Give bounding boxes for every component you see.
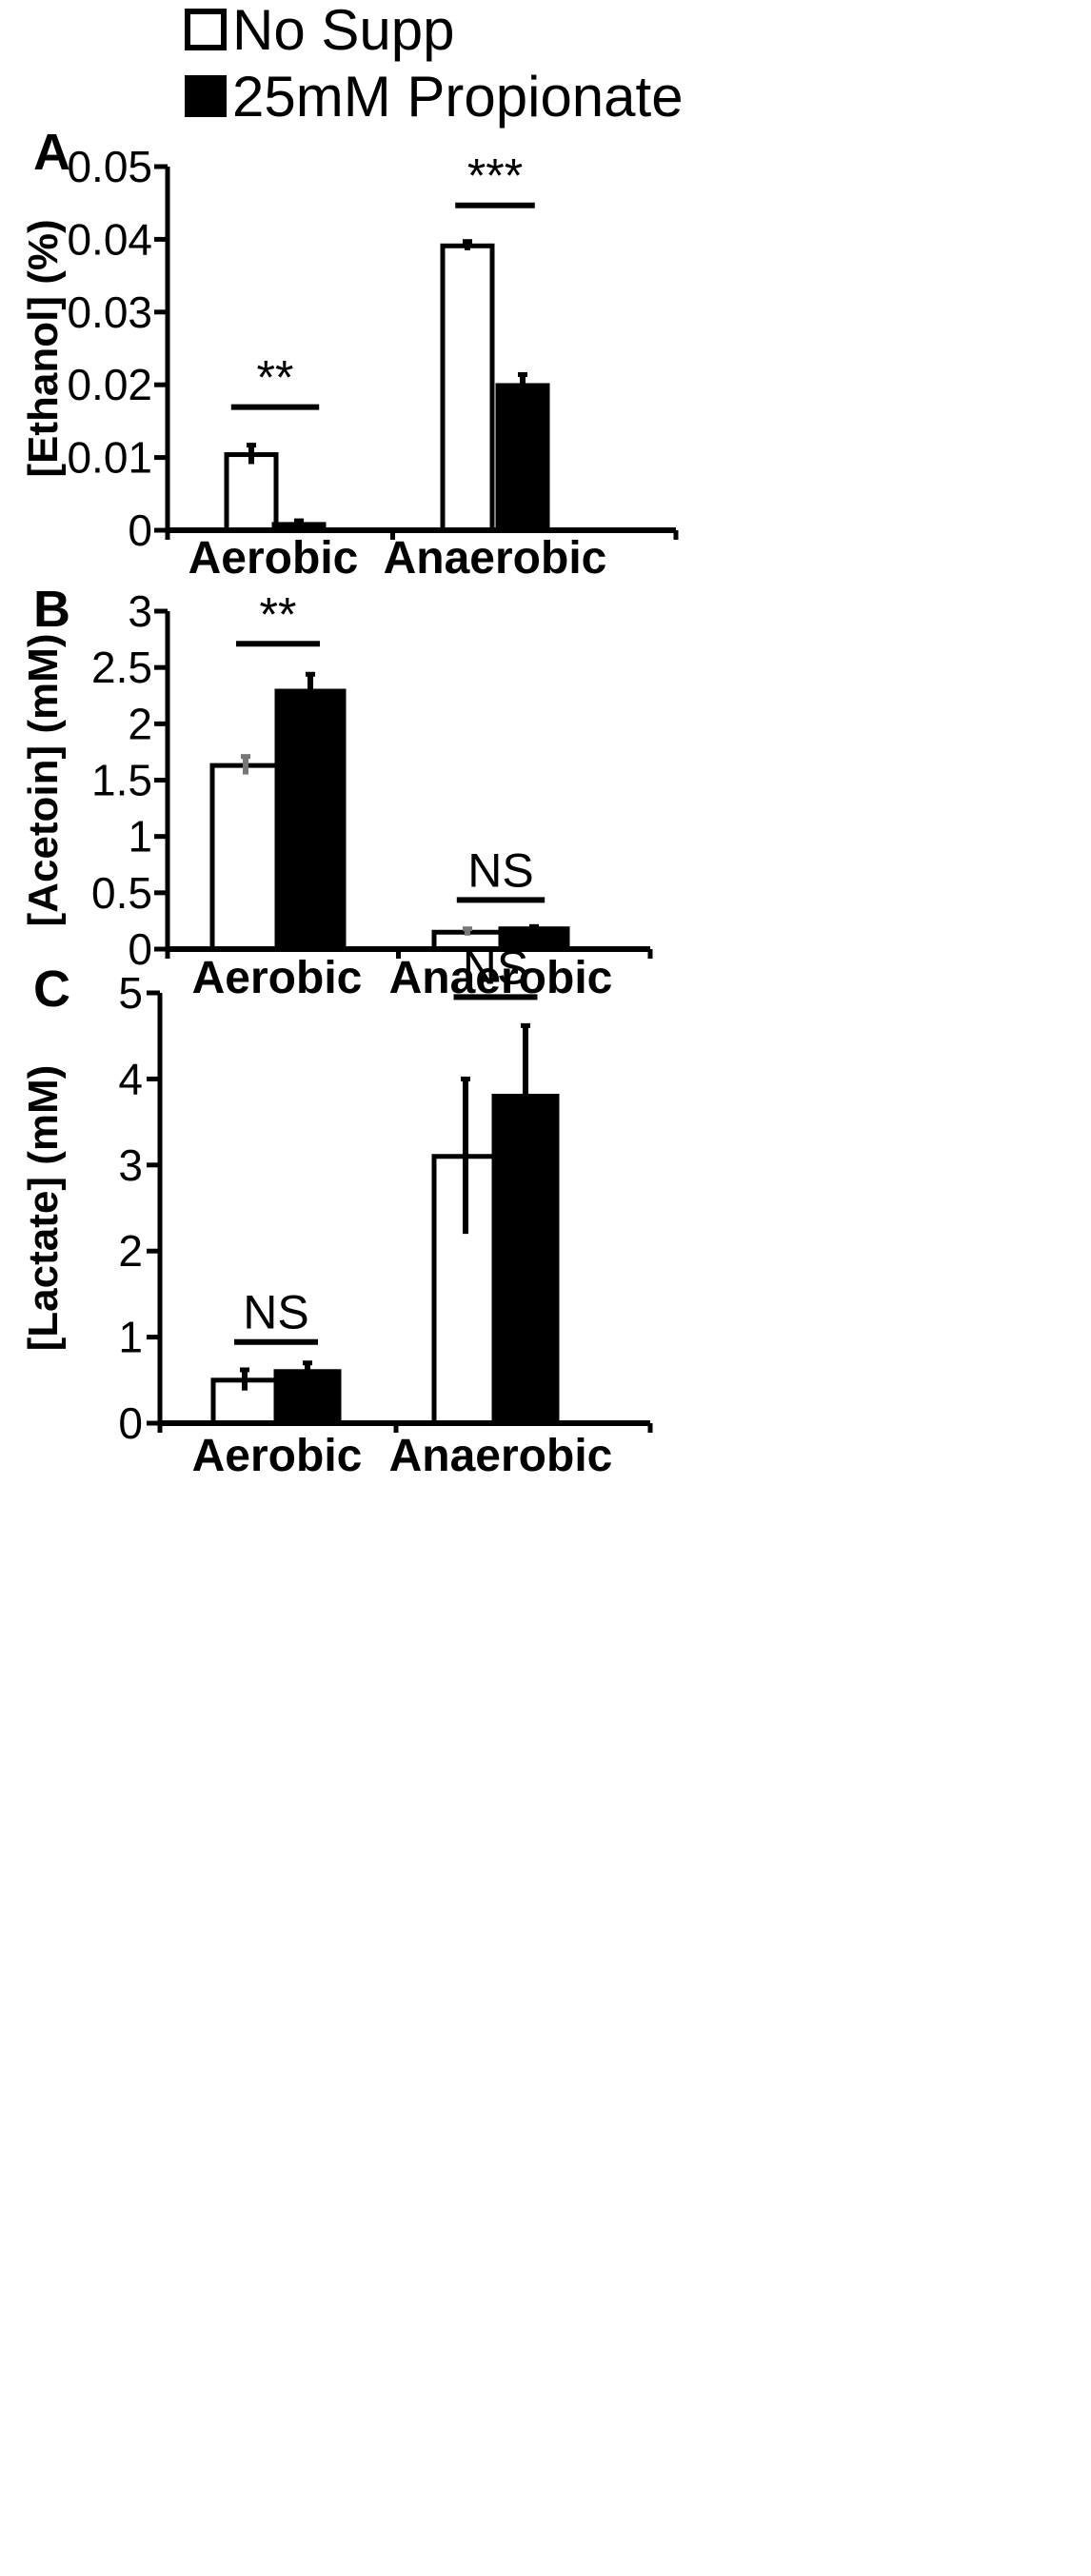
y-tick-label: 2.5 xyxy=(91,643,152,692)
panel-letter: B xyxy=(33,581,70,638)
y-tick-label: 0.04 xyxy=(67,214,152,264)
panel-letter: C xyxy=(33,961,70,1018)
y-tick-label: 0.05 xyxy=(67,142,152,191)
significance-label: ** xyxy=(257,351,294,405)
y-tick-label: 1 xyxy=(118,1313,143,1362)
legend-swatch-propionate xyxy=(185,75,227,117)
y-tick-label: 0.5 xyxy=(91,868,152,918)
y-tick-label: 0.01 xyxy=(67,433,152,483)
panel-b: B[Acetoin] (mM)00.511.522.53Aerobic**Ana… xyxy=(20,581,653,1003)
bar-no-supp-aerobic xyxy=(209,763,282,952)
y-tick-label: 0 xyxy=(118,1398,143,1448)
bar-propionate-aerobic xyxy=(274,688,347,952)
y-tick-label: 0 xyxy=(128,924,152,974)
legend-swatch-no-supp xyxy=(185,9,227,50)
category-label: Aerobic xyxy=(192,1431,363,1481)
significance-label: NS xyxy=(467,843,533,897)
category-label: Aerobic xyxy=(192,953,363,1003)
panel-letter: A xyxy=(33,124,70,181)
y-tick-label: 0.03 xyxy=(67,287,152,337)
chart-panels: A [Ethanol] (%) 0 0.01 0.02 0.03 0.04 0.05 Aerob… xyxy=(20,124,679,1481)
panel-a: A [Ethanol] (%) 0 0.01 0.02 0.03 0.04 0.05 Aerob… xyxy=(20,124,679,584)
y-axis-title: [Acetoin] (mM) xyxy=(20,634,67,927)
category-label: Anaerobic xyxy=(384,533,607,584)
y-tick-label: 5 xyxy=(118,968,143,1018)
significance-label: *** xyxy=(467,149,523,203)
y-tick-label: 1 xyxy=(128,812,152,862)
significance-label: ** xyxy=(260,587,297,641)
category-label: Anaerobic xyxy=(389,1431,613,1481)
y-tick-label: 3 xyxy=(128,586,152,636)
legend-label-no-supp: No Supp xyxy=(232,0,455,62)
y-tick-label: 3 xyxy=(118,1140,143,1190)
y-tick-label: 0 xyxy=(128,505,152,555)
y-tick-label: 2 xyxy=(118,1226,143,1276)
y-axis-title: [Lactate] (mM) xyxy=(20,1065,67,1352)
panel-c: C [Lactate] (mM) 0 1 2 3 4 5 Aerobic NS Anaerobic N… xyxy=(20,941,653,1481)
y-tick-label: 0.02 xyxy=(67,360,152,409)
category-label: Aerobic xyxy=(188,533,359,584)
y-axis-title: [Ethanol] (%) xyxy=(20,219,67,477)
bar-propionate-anaerobic xyxy=(495,383,550,533)
bar-no-supp-anaerobic xyxy=(440,243,495,533)
significance-label: NS xyxy=(243,1286,308,1339)
y-tick-label: 2 xyxy=(128,699,152,748)
significance-label: NS xyxy=(463,941,528,994)
y-tick-label: 4 xyxy=(118,1054,143,1103)
y-tick-label: 1.5 xyxy=(91,756,152,805)
bar-no-supp-aerobic xyxy=(224,452,279,533)
legend-label-propionate: 25mM Propionate xyxy=(232,65,684,129)
